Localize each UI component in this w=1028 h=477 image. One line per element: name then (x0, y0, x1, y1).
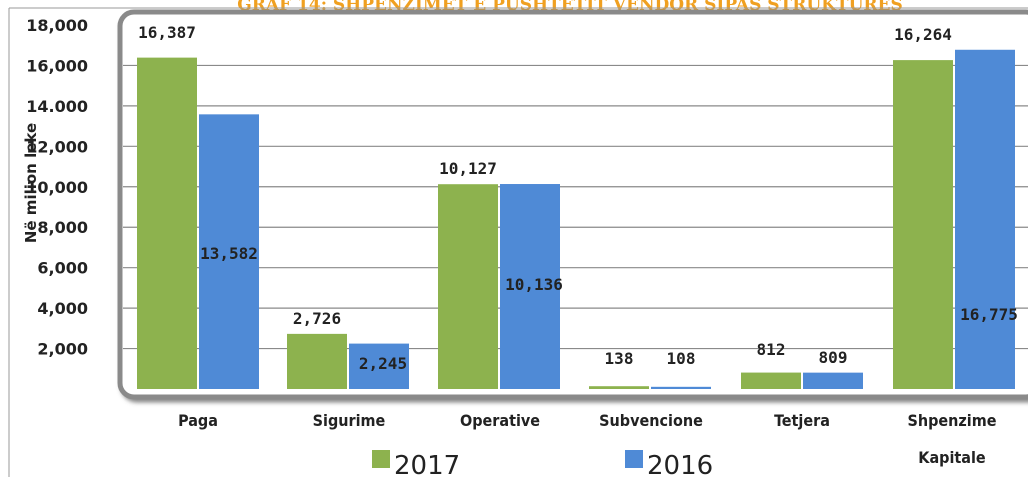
bar-2016-4 (803, 372, 863, 389)
bar-2017-1 (287, 333, 347, 389)
y-axis-label: Në milion leke (22, 123, 40, 243)
data-label-2017-1: 2,726 (293, 309, 341, 328)
data-label-2017-5: 16,264 (894, 25, 952, 44)
data-label-2017-4: 812 (757, 340, 786, 359)
y-tick-label: 10,000 (26, 178, 88, 197)
grid-lines (123, 64, 1028, 350)
bar-2017-0 (137, 57, 197, 390)
data-label-2016-3: 108 (667, 349, 696, 368)
data-label-2016-0: 13,582 (200, 244, 258, 263)
category-label: Kapitale (918, 448, 986, 467)
bar-2017-2 (438, 184, 498, 389)
y-ticks: 2,000 4,000 6,000 8,000 10,000 12,000 14.000 16… (26, 16, 88, 359)
y-tick-label: 12,000 (26, 137, 88, 156)
bar-2017-5 (893, 60, 953, 390)
bar-2017-3 (589, 386, 649, 389)
data-label-2016-1: 2,245 (359, 354, 407, 373)
legend: 2017 2016 (372, 450, 713, 477)
category-label: Paga (178, 411, 218, 430)
legend-swatch-2017 (372, 450, 390, 468)
y-tick-label: 16,000 (26, 56, 88, 75)
legend-label-2017: 2017 (394, 451, 460, 477)
bar-2016-2 (500, 184, 560, 389)
category-label: Shpenzime (907, 411, 996, 430)
category-label: Sigurime (313, 411, 386, 430)
data-labels: 16,387 13,582 2,726 2,245 10,127 10,136 138 108… (138, 23, 1018, 373)
y-tick-label: 6,000 (37, 259, 88, 278)
data-label-2016-4: 809 (819, 348, 848, 367)
y-tick-label: 4,000 (37, 299, 88, 318)
legend-swatch-2016 (625, 450, 643, 468)
bar-2016-0 (199, 114, 259, 390)
data-label-2017-0: 16,387 (138, 23, 196, 42)
y-tick-label: 18,000 (26, 16, 88, 35)
data-label-2017-2: 10,127 (439, 159, 497, 178)
bar-2016-1 (349, 343, 409, 389)
y-tick-label: 2,000 (37, 340, 88, 359)
plot-frame (117, 9, 1028, 400)
y-tick-label: 14.000 (26, 97, 88, 116)
chart-title: GRAF 14: SHPENZIMET E PUSHTETIT VENDOR S… (237, 0, 903, 15)
category-label: Subvencione (599, 411, 703, 430)
data-label-2017-3: 138 (605, 349, 634, 368)
category-labels: Paga Sigurime Operative Subvencione Tetjera S… (178, 411, 997, 467)
data-label-2016-2: 10,136 (505, 275, 563, 294)
y-tick-label: 8,000 (37, 218, 88, 237)
category-label: Operative (460, 411, 540, 430)
bar-2017-4 (741, 372, 801, 389)
legend-label-2016: 2016 (647, 451, 713, 477)
chart-title-group: GRAF 14: SHPENZIMET E PUSHTETIT VENDOR S… (237, 0, 903, 15)
bars (137, 49, 1015, 390)
category-label: Tetjera (774, 411, 830, 430)
bar-2016-5 (955, 49, 1015, 390)
bar-2016-3 (651, 386, 711, 389)
data-label-2016-5: 16,775 (960, 305, 1018, 324)
